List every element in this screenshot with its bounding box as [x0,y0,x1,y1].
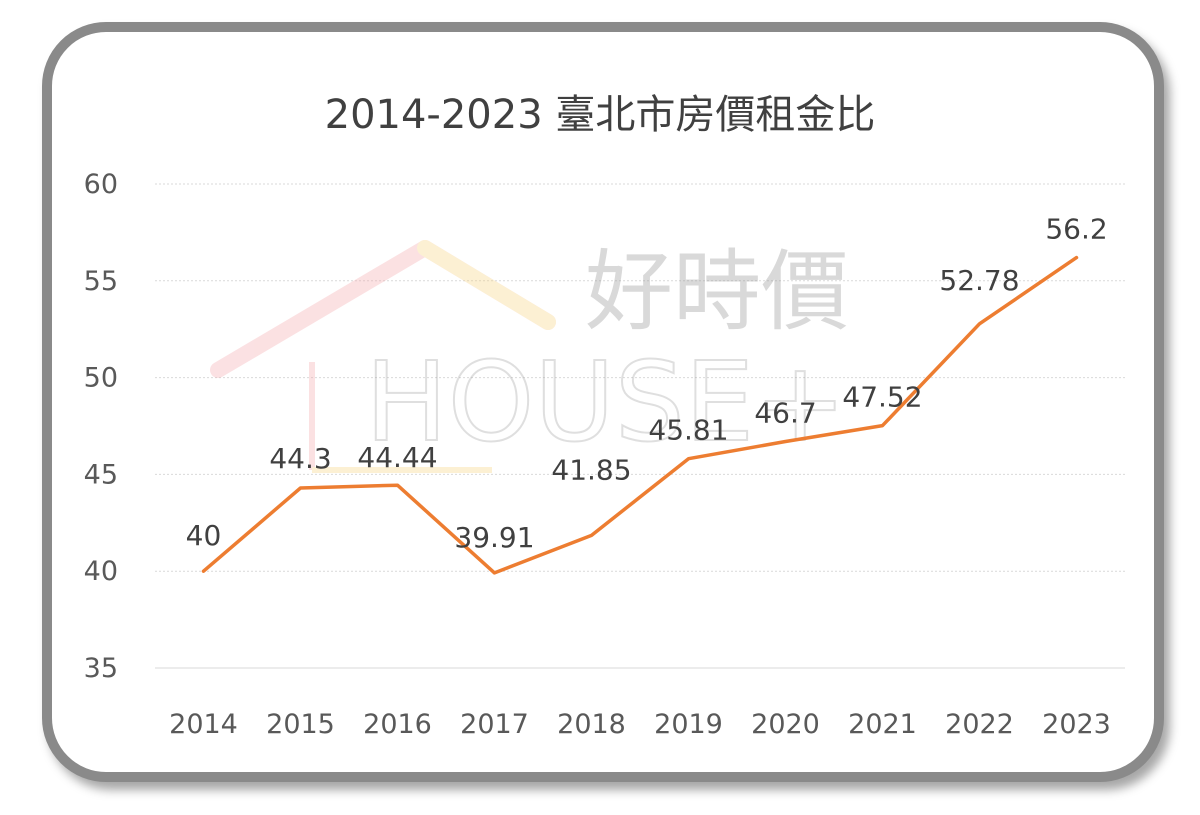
data-label: 40 [186,519,222,552]
x-tick-label: 2017 [460,709,529,740]
data-label: 47.52 [842,381,922,414]
gridlines [155,183,1125,669]
y-tick-label: 35 [84,653,118,684]
series-line [201,255,1079,575]
x-tick-label: 2018 [557,709,626,740]
y-tick-label: 40 [84,556,118,587]
x-axis-ticks: 2014 2015 2016 2017 2018 2019 2020 2021 2022 2023 [169,709,1111,740]
house-plus-watermark: 好時價 HOUSE+ [210,240,849,473]
x-tick-label: 2014 [169,709,238,740]
x-tick-label: 2020 [751,709,820,740]
data-label: 44.44 [357,441,437,474]
chart-title: 2014-2023 臺北市房價租金比 [324,92,876,138]
watermark-roof-right [417,240,556,330]
x-tick-label: 2015 [266,709,335,740]
watermark-cjk-text: 好時價 [585,240,849,343]
data-label: 56.2 [1045,213,1107,246]
data-label: 44.3 [269,442,331,475]
x-tick-label: 2019 [654,709,723,740]
data-label: 52.78 [939,264,1019,297]
watermark-roof [210,240,556,378]
x-tick-label: 2023 [1042,709,1111,740]
data-label: 46.7 [754,396,816,429]
x-tick-label: 2021 [848,709,917,740]
data-label: 39.91 [454,521,534,554]
y-tick-label: 45 [84,459,118,490]
y-tick-label: 60 [84,169,118,200]
data-label: 45.81 [648,414,728,447]
x-tick-label: 2016 [363,709,432,740]
chart-card [42,22,1164,782]
y-tick-label: 50 [84,363,118,394]
y-tick-label: 55 [84,266,118,297]
data-labels: 40 44.3 44.44 39.91 41.85 45.81 46.7 47.52 52.78… [186,213,1108,554]
data-label: 41.85 [551,453,631,486]
y-axis-ticks: 35 40 45 50 55 60 [84,169,118,684]
x-tick-label: 2022 [945,709,1014,740]
